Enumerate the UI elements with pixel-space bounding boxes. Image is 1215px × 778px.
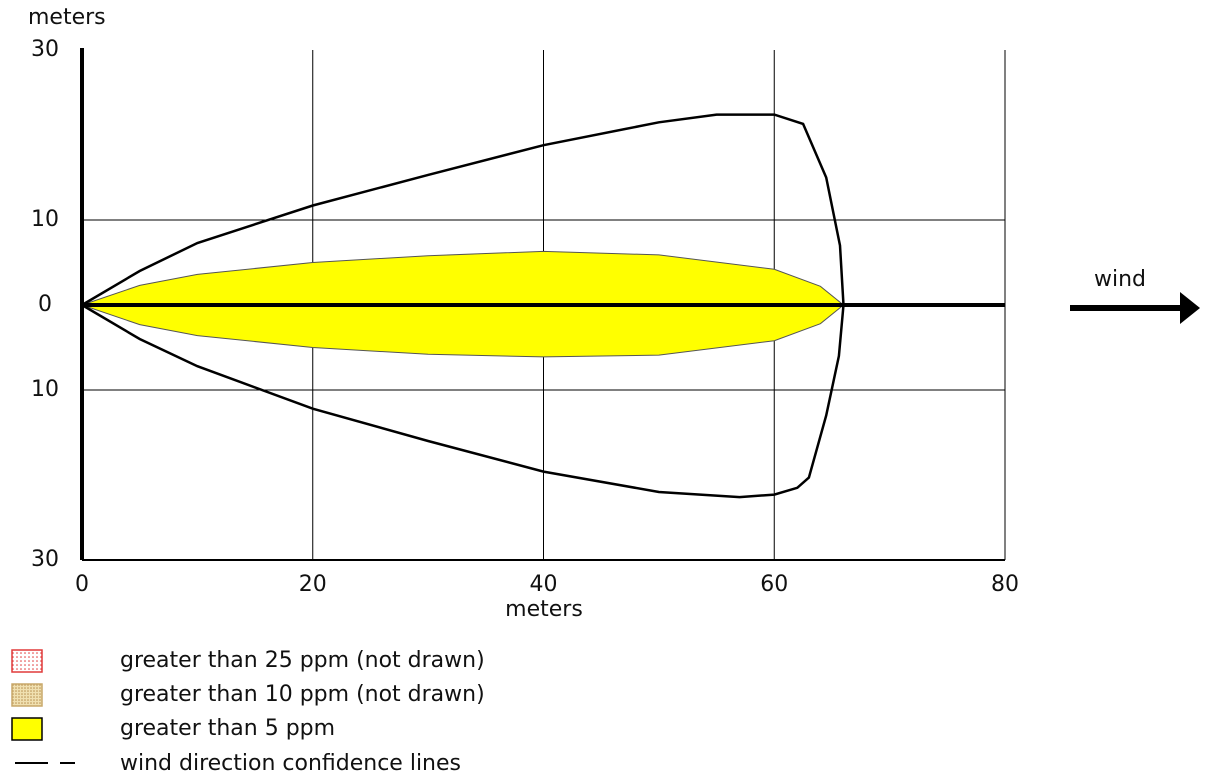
legend-label: greater than 25 ppm (not drawn) <box>120 648 485 673</box>
wind-arrowhead <box>1180 292 1200 324</box>
legend-swatch <box>11 649 43 673</box>
x-tick-label: 20 <box>299 572 327 597</box>
legend-label: greater than 5 ppm <box>120 716 335 741</box>
confidence-line <box>81 113 845 499</box>
x-tick-label: 60 <box>760 572 788 597</box>
legend-label: wind direction confidence lines <box>120 751 461 776</box>
y-tick-label: 30 <box>31 547 59 572</box>
y-axis-label: meters <box>28 5 106 30</box>
x-tick-label: 0 <box>75 572 89 597</box>
legend-swatch <box>11 717 43 741</box>
y-tick-label: 10 <box>31 207 59 232</box>
x-tick-label: 40 <box>530 572 558 597</box>
legend-swatch <box>11 683 43 707</box>
y-tick-label: 0 <box>38 292 52 317</box>
x-axis-label: meters <box>505 597 583 622</box>
y-tick-label: 10 <box>31 377 59 402</box>
x-tick-label: 80 <box>991 572 1019 597</box>
y-tick-label: 30 <box>31 37 59 62</box>
legend-label: greater than 10 ppm (not drawn) <box>120 682 485 707</box>
wind-label: wind <box>1094 267 1146 292</box>
